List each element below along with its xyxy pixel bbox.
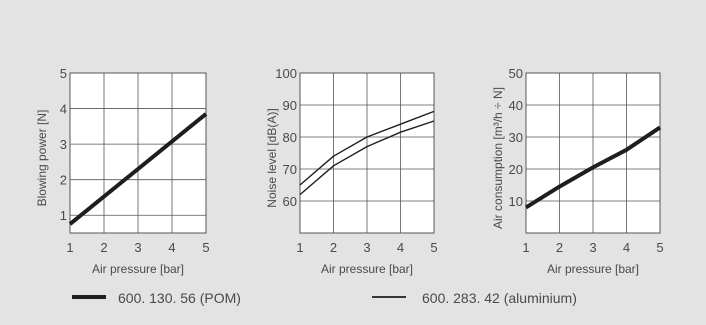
x-axis-label: Air pressure [bar] (321, 262, 413, 276)
y-tick-label: 60 (283, 194, 297, 209)
x-tick-label: 4 (623, 240, 630, 255)
x-tick-label: 3 (363, 240, 370, 255)
x-tick-label: 1 (66, 240, 73, 255)
series-line (299, 120, 435, 196)
x-tick-label: 5 (430, 240, 437, 255)
legend-label: 600. 130. 56 (POM) (118, 290, 241, 306)
x-tick-label: 4 (168, 240, 175, 255)
y-tick-label: 90 (283, 98, 297, 113)
y-tick-label: 30 (509, 130, 523, 145)
x-tick-label: 4 (397, 240, 404, 255)
chart-2: 1 2 3 4 5 60 70 80 90 100 Air pressure [bar] Noise … (265, 66, 438, 276)
series-line (299, 110, 435, 186)
y-tick-label: 100 (275, 66, 297, 81)
x-tick-label: 2 (100, 240, 107, 255)
x-tick-label: 5 (656, 240, 663, 255)
y-tick-label: 70 (283, 162, 297, 177)
legend-label: 600. 283. 42 (aluminium) (422, 290, 577, 306)
y-tick-label: 10 (509, 194, 523, 209)
y-tick-label: 4 (60, 102, 67, 117)
y-axis-label: Blowing power [N] (35, 110, 49, 207)
x-tick-label: 5 (202, 240, 209, 255)
x-tick-label: 1 (296, 240, 303, 255)
x-tick-label: 1 (522, 240, 529, 255)
x-axis-label: Air pressure [bar] (547, 262, 639, 276)
x-axis-label: Air pressure [bar] (92, 262, 184, 276)
y-tick-label: 1 (60, 208, 67, 223)
y-tick-label: 50 (509, 66, 523, 81)
y-tick-label: 20 (509, 162, 523, 177)
x-tick-label: 2 (556, 240, 563, 255)
y-tick-label: 3 (60, 137, 67, 152)
chart-3: 1 2 3 4 5 10 20 30 40 50 Air pressure [bar] Air con… (491, 66, 664, 276)
legend: 600. 130. 56 (POM) 600. 283. 42 (aluminiu… (72, 290, 577, 306)
x-tick-label: 2 (330, 240, 337, 255)
y-axis-label: Noise level [dB(A)] (265, 108, 279, 207)
x-tick-label: 3 (589, 240, 596, 255)
y-tick-label: 5 (60, 66, 67, 81)
series-line (524, 125, 662, 210)
chart-1: 1 2 3 4 5 1 2 3 4 5 Air pressure [bar] Blowing powe… (35, 66, 210, 276)
y-tick-label: 40 (509, 98, 523, 113)
y-axis-label: Air consumption [m³/h ÷ N] (491, 87, 505, 229)
y-tick-label: 2 (60, 173, 67, 188)
x-tick-label: 3 (134, 240, 141, 255)
y-tick-label: 80 (283, 130, 297, 145)
series-line (68, 112, 208, 226)
